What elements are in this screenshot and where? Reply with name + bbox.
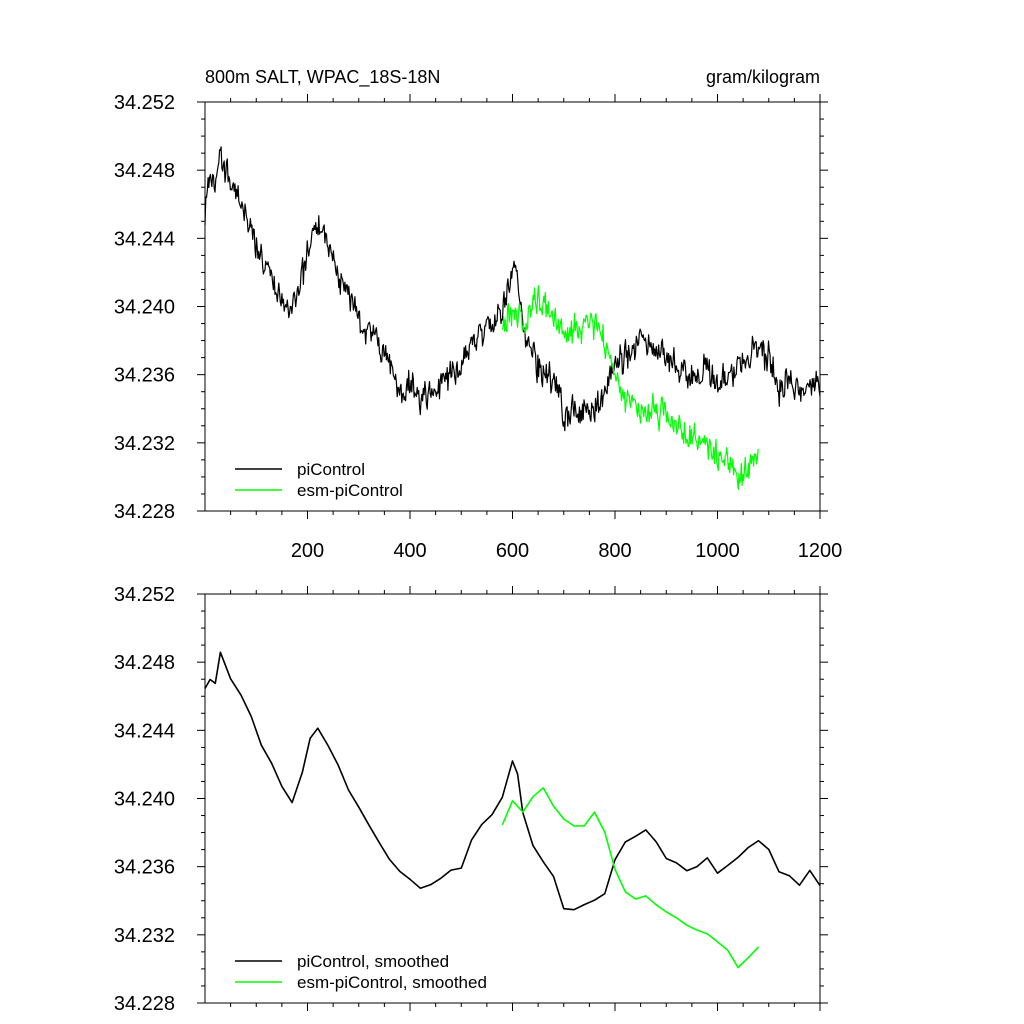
legend-label-picontrol-smoothed: piControl, smoothed bbox=[297, 952, 449, 971]
y-tick-label: 34.248 bbox=[114, 160, 175, 182]
y-tick-label: 34.252 bbox=[114, 584, 175, 606]
y-tick-label: 34.248 bbox=[114, 652, 175, 674]
series-line-picontrol-smoothed bbox=[204, 651, 821, 911]
series-line-picontrol bbox=[204, 146, 821, 432]
legend-label-picontrol: piControl bbox=[297, 460, 365, 479]
series-line-esm-picontrol-smoothed bbox=[501, 787, 760, 969]
units-label: gram/kilogram bbox=[706, 67, 820, 87]
y-tick-label: 34.232 bbox=[114, 925, 175, 947]
legend-label-esm-picontrol: esm-piControl bbox=[297, 481, 403, 500]
plot-area-bottom: 34.252 34.248 34.244 34.240 34.236 34.232 34.2… bbox=[114, 584, 828, 1015]
chart-title: 800m SALT, WPAC_18S-18N bbox=[205, 67, 440, 88]
x-tick-label: 600 bbox=[496, 540, 529, 562]
x-tick-label: 400 bbox=[393, 540, 426, 562]
y-tick-label: 34.240 bbox=[114, 297, 175, 319]
y-tick-label: 34.228 bbox=[114, 501, 175, 523]
x-tick-label: 1200 bbox=[798, 540, 843, 562]
bottom-panel: 34.252 34.248 34.244 34.240 34.236 34.232 34.2… bbox=[114, 584, 828, 1015]
y-tick-label: 34.236 bbox=[114, 365, 175, 387]
legend-label-esm-picontrol-smoothed: esm-piControl, smoothed bbox=[297, 973, 487, 992]
y-tick-label: 34.244 bbox=[114, 720, 175, 742]
plot-area-top: 34.252 34.248 34.244 34.240 34.236 34.232 34.2… bbox=[114, 92, 842, 562]
legend-top: piControl esm-piControl bbox=[235, 460, 403, 500]
y-tick-label: 34.228 bbox=[114, 993, 175, 1015]
x-tick-label: 800 bbox=[598, 540, 631, 562]
y-tick-label: 34.232 bbox=[114, 433, 175, 455]
legend-bottom: piControl, smoothed esm-piControl, smoot… bbox=[235, 952, 487, 992]
series-line-esm-picontrol bbox=[501, 285, 759, 490]
y-tick-label: 34.252 bbox=[114, 92, 175, 114]
x-tick-label: 1000 bbox=[695, 540, 740, 562]
y-tick-label: 34.236 bbox=[114, 857, 175, 879]
plot-frame bbox=[204, 101, 821, 512]
y-tick-label: 34.240 bbox=[114, 789, 175, 811]
plot-frame bbox=[204, 593, 821, 1004]
x-tick-label: 200 bbox=[291, 540, 324, 562]
y-tick-label: 34.244 bbox=[114, 228, 175, 250]
top-panel: 800m SALT, WPAC_18S-18N gram/kilogram 34… bbox=[114, 67, 842, 562]
